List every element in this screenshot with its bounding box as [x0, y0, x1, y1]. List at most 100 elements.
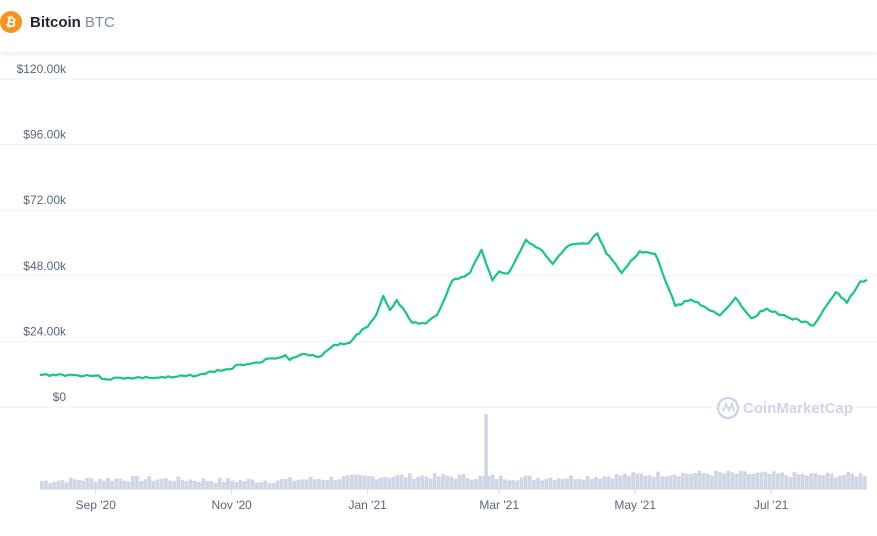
volume-bar — [341, 476, 346, 489]
volume-bar — [68, 477, 73, 489]
volume-bar — [771, 471, 776, 489]
volume-bar — [689, 473, 693, 489]
volume-bar — [217, 477, 222, 489]
volume-bar — [267, 482, 272, 489]
volume-bar — [106, 477, 110, 489]
bitcoin-logo-icon: ₿ — [0, 11, 22, 33]
volume-bar — [312, 479, 317, 489]
volume-bar — [379, 477, 383, 489]
x-tick-label: Mar '21 — [479, 498, 519, 512]
volume-bar — [226, 478, 230, 489]
volume-bar — [420, 475, 425, 489]
volume-bar — [428, 478, 433, 489]
volume-bar — [416, 476, 421, 489]
volume-bar — [474, 478, 478, 489]
volume-bar — [668, 475, 673, 489]
volume-bar — [408, 473, 412, 489]
volume-bar — [395, 474, 400, 489]
volume-bar — [589, 479, 594, 489]
volume-bar — [325, 479, 330, 489]
volume-bar — [366, 475, 371, 489]
volume-bar — [288, 477, 292, 489]
volume-bar — [176, 476, 181, 489]
volume-bar — [56, 480, 61, 489]
volume-bar — [610, 478, 615, 489]
volume-bar — [354, 474, 358, 489]
volume-bar — [478, 475, 483, 489]
volume-bar — [197, 481, 201, 489]
volume-bar — [664, 476, 669, 489]
volume-bar — [511, 480, 516, 489]
volume-bar — [747, 474, 751, 489]
volume-bar — [490, 474, 495, 489]
volume-bar — [598, 478, 602, 489]
volume-bar — [263, 480, 268, 489]
volume-bar — [441, 473, 445, 489]
x-tick-label: Sep '20 — [76, 498, 117, 512]
volume-bar — [680, 472, 685, 489]
volume-bar — [445, 475, 449, 489]
volume-bar — [486, 476, 491, 489]
volume-bar — [676, 476, 681, 489]
volume-bar — [846, 471, 851, 489]
volume-bar — [205, 480, 210, 489]
y-tick-label: $24.00k — [23, 324, 67, 338]
volume-bar — [209, 481, 214, 489]
volume-bar — [358, 474, 363, 489]
volume-bar — [85, 477, 90, 489]
volume-bar — [184, 481, 189, 489]
volume-bar — [804, 475, 809, 489]
volume-bar — [709, 475, 714, 489]
volume-bar — [188, 479, 193, 489]
volume-bar — [102, 480, 106, 489]
volume-bar — [230, 480, 234, 489]
volume-bar — [734, 473, 739, 489]
volume-bar — [143, 479, 148, 489]
volume-bar — [275, 480, 280, 489]
volume-bar — [527, 475, 532, 489]
volume-bar — [817, 474, 822, 489]
volume-bar — [651, 476, 656, 489]
volume-bar — [436, 476, 441, 489]
coin-symbol: BTC — [84, 14, 115, 31]
volume-bar — [465, 478, 470, 489]
volume-bar — [424, 476, 429, 489]
volume-bar — [374, 479, 379, 489]
x-tick-label: May '21 — [614, 498, 656, 512]
chart-header: ₿ Bitcoin BTC — [0, 0, 877, 52]
volume-bar — [833, 477, 838, 489]
volume-bar — [77, 480, 81, 489]
volume-bar — [829, 473, 834, 489]
volume-bar — [647, 475, 652, 489]
volume-bar — [540, 480, 545, 489]
volume-bar — [742, 471, 747, 489]
volume-bar — [81, 480, 86, 489]
y-tick-label: $96.00k — [23, 128, 67, 142]
volume-bar — [842, 474, 846, 489]
volume-bar — [110, 480, 115, 489]
volume-bar — [387, 477, 392, 489]
volume-bar — [614, 473, 619, 489]
watermark: CoinMarketCap — [716, 396, 853, 420]
volume-bar — [705, 473, 710, 489]
volume-bar — [122, 480, 127, 489]
volume-bar — [296, 479, 301, 489]
volume-bar — [155, 479, 160, 489]
volume-bar — [838, 475, 842, 489]
volume-bar — [569, 475, 574, 489]
volume-bar — [321, 479, 325, 489]
volume-bar — [730, 472, 735, 489]
volume-bar — [722, 473, 726, 489]
volume-bar — [48, 482, 52, 489]
volume-bar — [714, 470, 718, 489]
volume-bar — [602, 476, 607, 489]
y-tick-label: $48.00k — [23, 259, 67, 273]
volume-bar — [660, 476, 664, 489]
svg-text:₿: ₿ — [4, 14, 17, 31]
volume-bar — [453, 478, 458, 489]
volume-bar — [139, 481, 143, 489]
volume-bar — [523, 475, 528, 489]
x-tick-label: Nov '20 — [212, 498, 253, 512]
volume-bar — [432, 473, 437, 489]
